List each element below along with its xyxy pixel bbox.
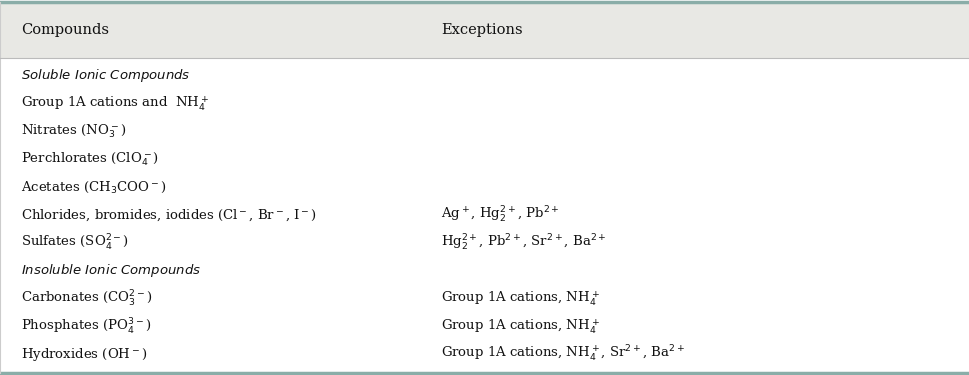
Text: Nitrates (NO$_3^-$): Nitrates (NO$_3^-$) bbox=[21, 123, 126, 140]
Text: Carbonates (CO$_3^{2-}$): Carbonates (CO$_3^{2-}$) bbox=[21, 289, 153, 309]
Text: Compounds: Compounds bbox=[21, 23, 109, 37]
Text: Chlorides, bromides, iodides (Cl$^-$, Br$^-$, I$^-$): Chlorides, bromides, iodides (Cl$^-$, Br… bbox=[21, 207, 317, 223]
Text: Phosphates (PO$_4^{3-}$): Phosphates (PO$_4^{3-}$) bbox=[21, 316, 151, 336]
Text: Group 1A cations, NH$_4^+$: Group 1A cations, NH$_4^+$ bbox=[441, 289, 600, 308]
Text: Group 1A cations and  NH$_4^+$: Group 1A cations and NH$_4^+$ bbox=[21, 94, 209, 113]
Text: $\mathit{Insoluble\ Ionic\ Compounds}$: $\mathit{Insoluble\ Ionic\ Compounds}$ bbox=[21, 262, 202, 279]
Bar bbox=[0, 58, 969, 373]
Text: Sulfates (SO$_4^{2-}$): Sulfates (SO$_4^{2-}$) bbox=[21, 233, 129, 253]
Text: Group 1A cations, NH$_4^+$, Sr$^{2+}$, Ba$^{2+}$: Group 1A cations, NH$_4^+$, Sr$^{2+}$, B… bbox=[441, 344, 685, 364]
Text: Acetates (CH$_3$COO$^-$): Acetates (CH$_3$COO$^-$) bbox=[21, 180, 167, 195]
Text: Hg$_2^{2+}$, Pb$^{2+}$, Sr$^{2+}$, Ba$^{2+}$: Hg$_2^{2+}$, Pb$^{2+}$, Sr$^{2+}$, Ba$^{… bbox=[441, 233, 607, 253]
Text: Ag$^+$, Hg$_2^{2+}$, Pb$^{2+}$: Ag$^+$, Hg$_2^{2+}$, Pb$^{2+}$ bbox=[441, 205, 559, 225]
Text: Hydroxides (OH$^-$): Hydroxides (OH$^-$) bbox=[21, 346, 147, 363]
Text: $\mathit{Soluble\ Ionic\ Compounds}$: $\mathit{Soluble\ Ionic\ Compounds}$ bbox=[21, 67, 191, 84]
Text: Group 1A cations, NH$_4^+$: Group 1A cations, NH$_4^+$ bbox=[441, 317, 600, 336]
Bar bbox=[0, 2, 969, 58]
Text: Perchlorates (ClO$_4^-$): Perchlorates (ClO$_4^-$) bbox=[21, 151, 159, 168]
Text: Exceptions: Exceptions bbox=[441, 23, 522, 37]
